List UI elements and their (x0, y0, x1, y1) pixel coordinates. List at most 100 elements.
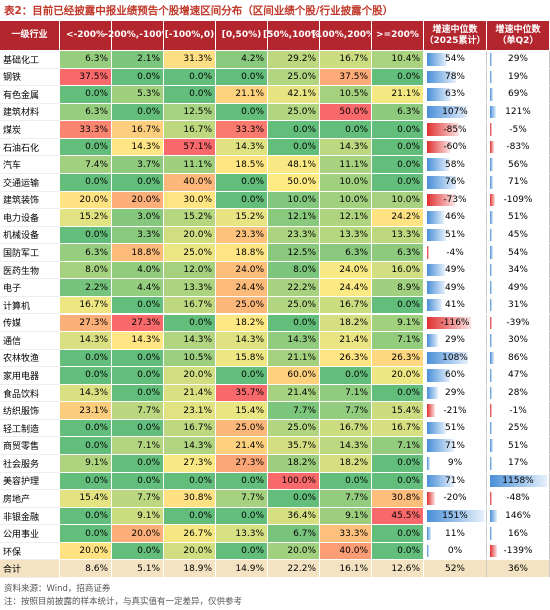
heat-cell: 27.3% (216, 455, 268, 473)
heat-cell: 0.0% (60, 86, 112, 104)
heat-cell: 26.3% (320, 349, 372, 368)
heat-cell: 22.2% (268, 560, 320, 578)
median-cell: -85% (424, 121, 487, 139)
heat-cell: 0.0% (164, 507, 216, 526)
median-cell: 17% (487, 455, 550, 473)
median-cell: 52% (424, 560, 487, 578)
median-bar (427, 509, 484, 523)
heat-cell: 3.0% (112, 209, 164, 227)
median-text: 19% (507, 71, 528, 82)
heat-cell: 0.0% (216, 103, 268, 122)
heat-cell: 48.1% (268, 156, 320, 174)
median-bar (490, 404, 492, 417)
heat-cell: 6.3% (320, 244, 372, 262)
row-label: 建筑材料 (0, 103, 60, 122)
heat-cell: 27.3% (164, 455, 216, 473)
median-cell: 34% (487, 261, 550, 280)
heat-cell: 24.0% (216, 261, 268, 280)
heat-cell: 7.7% (112, 490, 164, 508)
header-cell: [100%,200%) (312, 21, 379, 51)
median-bar (490, 105, 496, 119)
median-text: 49% (507, 282, 528, 293)
heat-cell: 0.0% (60, 472, 112, 491)
heat-cell: 11.1% (164, 156, 216, 174)
median-text: 146% (505, 511, 531, 521)
heat-cell: 12.1% (320, 209, 372, 227)
median-cell: 29% (487, 51, 550, 69)
median-cell: 0% (424, 542, 487, 561)
heat-cell: 16.7% (164, 121, 216, 139)
median-cell: 25% (487, 419, 550, 438)
heat-cell: 50.0% (320, 103, 372, 122)
heat-cell: 4.0% (112, 261, 164, 280)
median-cell: 76% (424, 173, 487, 192)
heat-cell: 60.0% (268, 367, 320, 385)
heat-cell: 0.0% (216, 507, 268, 526)
median-bar (490, 527, 492, 540)
median-bar (427, 211, 445, 224)
heat-cell: 20.0% (60, 542, 112, 561)
median-bar (427, 369, 450, 382)
median-bar (490, 281, 493, 294)
heat-cell: 36.4% (268, 507, 320, 526)
row-label: 农林牧渔 (0, 349, 60, 368)
median-bar (490, 158, 493, 171)
heat-cell: 25.0% (216, 296, 268, 315)
heat-cell: 0.0% (60, 437, 112, 456)
heat-cell: 14.3% (164, 332, 216, 350)
median-cell: -21% (424, 402, 487, 420)
row-label: 建筑装饰 (0, 191, 60, 210)
heat-cell: 37.5% (320, 68, 372, 87)
heat-cell: 0.0% (112, 542, 164, 561)
heat-cell: 0.0% (216, 542, 268, 561)
row-label: 电力设备 (0, 209, 60, 227)
heat-cell: 13.3% (216, 525, 268, 543)
median-text: 31% (507, 300, 528, 311)
heat-cell: 6.3% (60, 244, 112, 262)
median-text: 63% (444, 89, 465, 100)
heat-cell: 0.0% (112, 296, 164, 315)
heat-cell: 18.5% (216, 156, 268, 174)
median-cell: 49% (424, 261, 487, 280)
heat-cell: 0.0% (216, 173, 268, 192)
median-cell: 69% (487, 86, 550, 104)
heat-cell: 0.0% (164, 314, 216, 333)
heat-cell: 10.5% (164, 349, 216, 368)
median-cell: 107% (424, 103, 487, 122)
median-cell: 71% (487, 173, 550, 192)
median-cell: -48% (487, 490, 550, 508)
heat-cell: 14.3% (320, 138, 372, 157)
footnote: 资料来源：Wind，招商证券 (4, 584, 111, 594)
median-bar (490, 53, 492, 66)
heat-cell: 0.0% (268, 490, 320, 508)
heat-cell: 7.7% (216, 490, 268, 508)
heat-cell: 10.0% (268, 191, 320, 210)
median-bar (427, 351, 468, 365)
median-cell: -73% (424, 191, 487, 210)
heat-cell: 12.5% (268, 244, 320, 262)
median-text: 45% (507, 229, 528, 240)
heat-cell: 30.8% (164, 490, 216, 508)
heat-cell: 0.0% (372, 138, 424, 157)
median-text: 16% (507, 528, 528, 539)
heat-cell: 23.1% (164, 402, 216, 420)
row-label: 计算机 (0, 296, 60, 315)
median-bar (490, 544, 497, 558)
median-text: 29% (444, 335, 465, 346)
heat-cell: 10.0% (320, 173, 372, 192)
median-bar (427, 175, 456, 189)
median-cell: -60% (424, 138, 487, 157)
median-cell: 46% (424, 209, 487, 227)
heat-cell: 13.3% (320, 226, 372, 245)
median-text: 76% (444, 177, 465, 188)
row-label: 交通运输 (0, 173, 60, 192)
heat-cell: 3.7% (112, 156, 164, 174)
median-bar (490, 386, 492, 400)
median-cell: 45% (487, 226, 550, 245)
row-label: 非银金融 (0, 507, 60, 526)
median-cell: 146% (487, 507, 550, 526)
heat-cell: 18.2% (320, 455, 372, 473)
median-cell: 31% (487, 296, 550, 315)
heat-cell: 0.0% (216, 191, 268, 210)
median-cell: 28% (487, 384, 550, 403)
